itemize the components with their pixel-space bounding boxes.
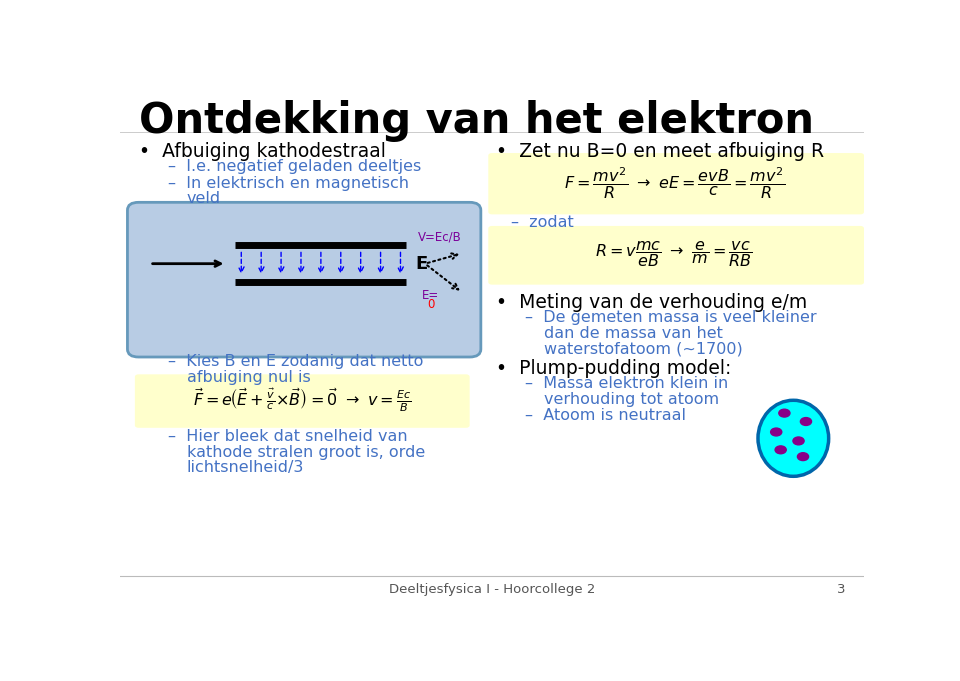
- Text: •  Meting van de verhouding e/m: • Meting van de verhouding e/m: [495, 293, 807, 311]
- Text: •  Plump-pudding model:: • Plump-pudding model:: [495, 359, 732, 377]
- Text: •  Zet nu B=0 en meet afbuiging R: • Zet nu B=0 en meet afbuiging R: [495, 142, 824, 161]
- Text: –  Massa elektron klein in: – Massa elektron klein in: [525, 377, 729, 392]
- Text: $\vec{F}=e\!\left(\vec{E}+\frac{\vec{v}}{c}{\times}\vec{B}\right)=\vec{0}\ \righ: $\vec{F}=e\!\left(\vec{E}+\frac{\vec{v}}…: [193, 387, 412, 415]
- Text: –  Atoom is neutraal: – Atoom is neutraal: [525, 408, 686, 423]
- FancyBboxPatch shape: [128, 202, 481, 357]
- Text: $F=\dfrac{mv^2}{R}\ \rightarrow\ eE=\dfrac{evB}{c}=\dfrac{mv^2}{R}$: $F=\dfrac{mv^2}{R}\ \rightarrow\ eE=\dfr…: [564, 165, 785, 201]
- Circle shape: [771, 428, 781, 436]
- Ellipse shape: [758, 400, 828, 476]
- Text: verhouding tot atoom: verhouding tot atoom: [544, 392, 719, 407]
- Text: •  Afbuiging kathodestraal: • Afbuiging kathodestraal: [138, 142, 386, 161]
- Text: V=Ec/B: V=Ec/B: [418, 231, 462, 244]
- FancyBboxPatch shape: [489, 153, 864, 215]
- Text: kathode stralen groot is, orde: kathode stralen groot is, orde: [187, 445, 425, 460]
- Text: Ontdekking van het elektron: Ontdekking van het elektron: [138, 100, 814, 142]
- Circle shape: [779, 409, 790, 417]
- Text: lichtsnelheid/3: lichtsnelheid/3: [187, 460, 304, 475]
- Text: E: E: [416, 255, 427, 272]
- Text: –  I.e. negatief geladen deeltjes: – I.e. negatief geladen deeltjes: [168, 159, 421, 174]
- Text: 0: 0: [427, 298, 435, 311]
- Text: afbuiging nul is: afbuiging nul is: [187, 370, 311, 385]
- Text: $R=v\dfrac{mc}{eB}\ \rightarrow\ \dfrac{e}{m}=\dfrac{vc}{RB}$: $R=v\dfrac{mc}{eB}\ \rightarrow\ \dfrac{…: [595, 239, 754, 269]
- FancyBboxPatch shape: [489, 226, 864, 285]
- Circle shape: [775, 446, 786, 454]
- FancyBboxPatch shape: [134, 375, 469, 428]
- Text: Deeltjesfysica I - Hoorcollege 2: Deeltjesfysica I - Hoorcollege 2: [389, 583, 595, 596]
- Text: –  De gemeten massa is veel kleiner: – De gemeten massa is veel kleiner: [525, 310, 817, 325]
- Text: veld: veld: [187, 191, 221, 206]
- Text: –  zodat: – zodat: [511, 215, 573, 230]
- Circle shape: [798, 453, 808, 460]
- Circle shape: [801, 417, 811, 426]
- Circle shape: [793, 437, 804, 445]
- Text: –  In elektrisch en magnetisch: – In elektrisch en magnetisch: [168, 176, 409, 191]
- Text: 3: 3: [837, 583, 846, 596]
- Text: –  Hier bleek dat snelheid van: – Hier bleek dat snelheid van: [168, 429, 408, 444]
- Text: dan de massa van het: dan de massa van het: [544, 326, 723, 340]
- Text: waterstofatoom (~1700): waterstofatoom (~1700): [544, 341, 743, 356]
- Text: E=: E=: [422, 289, 440, 302]
- Text: –  Kies B en E zodanig dat netto: – Kies B en E zodanig dat netto: [168, 354, 423, 369]
